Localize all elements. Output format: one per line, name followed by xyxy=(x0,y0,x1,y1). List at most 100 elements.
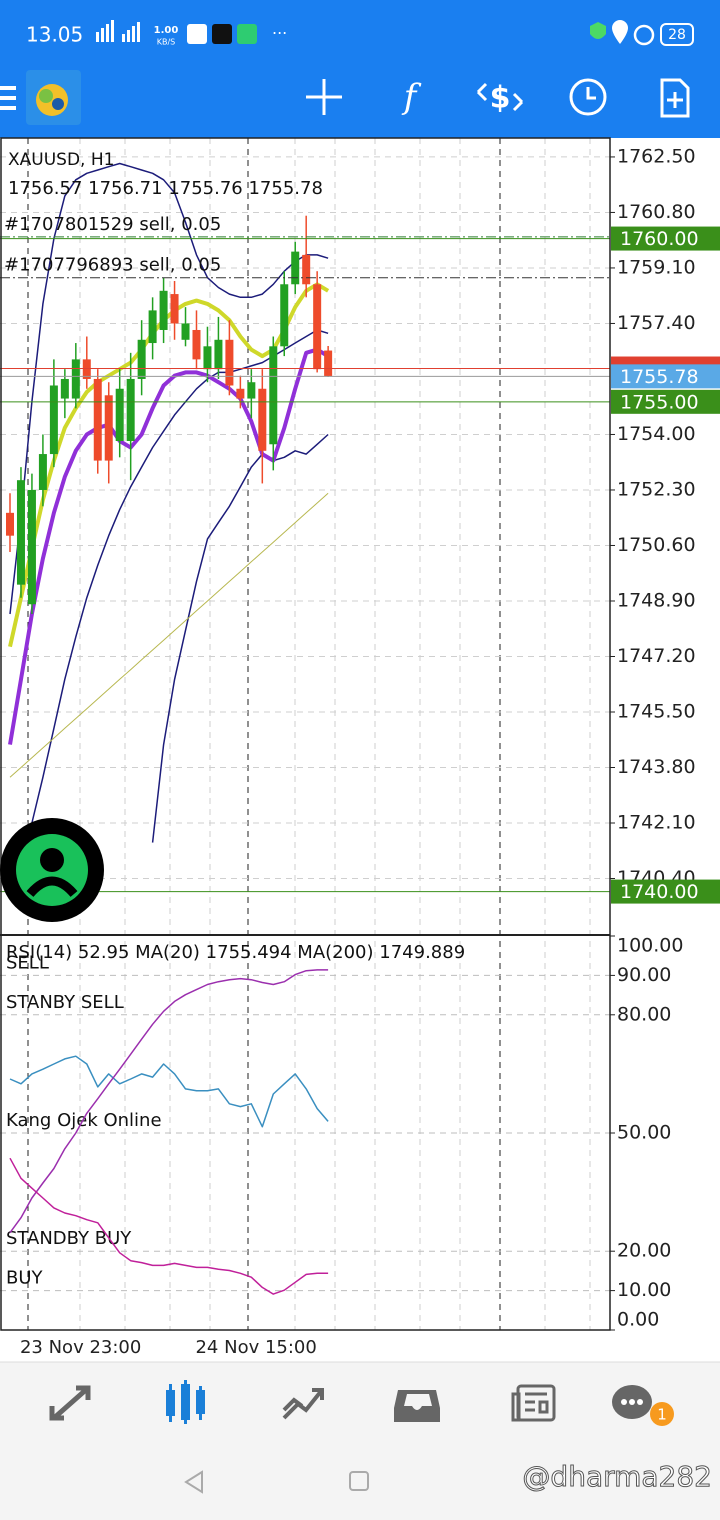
y-tick-label: 80.00 xyxy=(617,1003,671,1025)
trade-button[interactable]: $ xyxy=(476,81,524,116)
overlay-app-bubble[interactable] xyxy=(0,818,104,922)
candle-body xyxy=(170,294,179,324)
chat-badge: 1 xyxy=(657,1406,667,1424)
chart-tab[interactable] xyxy=(166,1380,205,1424)
candle-body xyxy=(214,339,223,370)
candle-body xyxy=(27,489,36,605)
main-plot xyxy=(0,156,610,893)
clock: 13.05 xyxy=(26,23,83,47)
y-tick-label: 1750.60 xyxy=(617,534,696,556)
candle-body xyxy=(302,254,311,285)
ohlc-readout: 1756.57 1756.71 1755.76 1755.78 xyxy=(8,178,323,199)
x-tick-label: 24 Nov 15:00 xyxy=(195,1337,316,1358)
level-label: BUY xyxy=(6,1268,44,1289)
battery xyxy=(660,23,694,46)
y-tick-label: 1745.50 xyxy=(617,700,696,722)
candle-body xyxy=(6,512,14,536)
net-speed: 1.00 xyxy=(154,25,179,36)
level-label: STANBY SELL xyxy=(6,992,124,1013)
price-box-label: 1760.00 xyxy=(620,228,699,250)
price-box xyxy=(611,389,720,414)
axes: 1762.50 1760.80 1759.10 1757.40 1754.00 1752.… xyxy=(20,145,720,1358)
trade-tab[interactable] xyxy=(282,1388,324,1420)
indicator-line xyxy=(9,492,329,778)
candle-body xyxy=(313,284,322,370)
candle-body xyxy=(192,329,201,360)
more-dots: ··· xyxy=(272,24,287,43)
candle-body xyxy=(60,378,69,399)
y-tick-label: 90.00 xyxy=(617,964,671,986)
rsi-plot: SELL STANBY SELL Kang Ojek Online STANDBY B… xyxy=(0,952,610,1295)
y-tick-label: 1754.00 xyxy=(617,423,696,445)
candle-body xyxy=(225,339,234,386)
level-label: STANDBY BUY xyxy=(6,1228,132,1249)
candle-body xyxy=(247,382,256,399)
y-tick-label: 1759.10 xyxy=(617,256,696,278)
plot-frame xyxy=(0,137,611,1331)
candle-body xyxy=(258,388,267,451)
battery-level: 28 xyxy=(668,27,686,43)
shield-icon xyxy=(590,22,606,39)
order-label: #1707801529 sell, 0.05 xyxy=(4,214,221,235)
net-speed-unit: KB/S xyxy=(157,38,176,47)
candle-body xyxy=(137,339,146,379)
notif-icon xyxy=(187,24,207,44)
news-tab[interactable] xyxy=(511,1384,556,1422)
chat-tab[interactable] xyxy=(612,1385,674,1426)
home-button[interactable] xyxy=(349,1471,369,1491)
app-header xyxy=(0,0,720,138)
candle-body xyxy=(115,388,124,441)
y-tick-label: 50.00 xyxy=(617,1122,671,1144)
y-tick-label: 1762.50 xyxy=(617,145,696,167)
y-tick-label: 0.00 xyxy=(617,1309,659,1331)
candle-body xyxy=(269,346,278,445)
y-tick-label: 1747.20 xyxy=(617,645,696,667)
svg-text:$: $ xyxy=(490,81,511,116)
candle-body xyxy=(49,385,58,455)
y-tick-label: 1748.90 xyxy=(617,589,696,611)
candle-body xyxy=(38,454,47,490)
candle-body xyxy=(148,310,157,344)
back-button[interactable] xyxy=(184,1470,203,1494)
location-icon xyxy=(612,20,628,44)
candle-body xyxy=(291,251,300,285)
level-label: SELL xyxy=(6,952,49,973)
y-tick-label: 1760.80 xyxy=(617,201,696,223)
app-logo xyxy=(26,70,81,125)
period-button[interactable] xyxy=(569,78,607,116)
menu-button[interactable] xyxy=(0,86,16,110)
price-box-label: 1755.78 xyxy=(620,366,699,388)
crosshair-button[interactable] xyxy=(306,79,342,115)
vertical-grid xyxy=(27,138,591,1330)
chart-title: XAUUSD, H1 xyxy=(8,150,114,170)
x-tick-label: 23 Nov 23:00 xyxy=(20,1337,141,1358)
candle-body xyxy=(280,284,289,347)
signal-icons xyxy=(96,20,140,42)
candle-body xyxy=(104,395,113,461)
y-tick-label: 20.00 xyxy=(617,1240,671,1262)
price-box-label: 1740.00 xyxy=(620,881,699,903)
y-tick-label: 1757.40 xyxy=(617,312,696,334)
candle-body xyxy=(126,378,135,441)
indicator-line xyxy=(8,347,330,745)
candle-body xyxy=(93,378,102,461)
order-label: #1707796893 sell, 0.05 xyxy=(4,255,221,276)
y-tick-label: 1742.10 xyxy=(617,812,696,834)
indicator-line xyxy=(9,162,329,615)
template-button[interactable] xyxy=(660,78,690,118)
price-box xyxy=(611,879,720,904)
y-tick-label: 10.00 xyxy=(617,1279,671,1301)
y-tick-label: 1743.80 xyxy=(617,756,696,778)
bottom-nav xyxy=(0,1362,720,1520)
y-tick-label: 100.00 xyxy=(617,935,683,957)
quotes-tab[interactable] xyxy=(49,1385,91,1421)
price-box-label: 1755.00 xyxy=(620,391,699,413)
indicator-line xyxy=(9,1055,329,1128)
price-box xyxy=(611,226,720,251)
level-label: Kang Ojek Online xyxy=(6,1110,162,1131)
history-tab[interactable] xyxy=(394,1390,440,1422)
candle-body xyxy=(82,359,91,379)
y-tick-label: 1752.30 xyxy=(617,478,696,500)
